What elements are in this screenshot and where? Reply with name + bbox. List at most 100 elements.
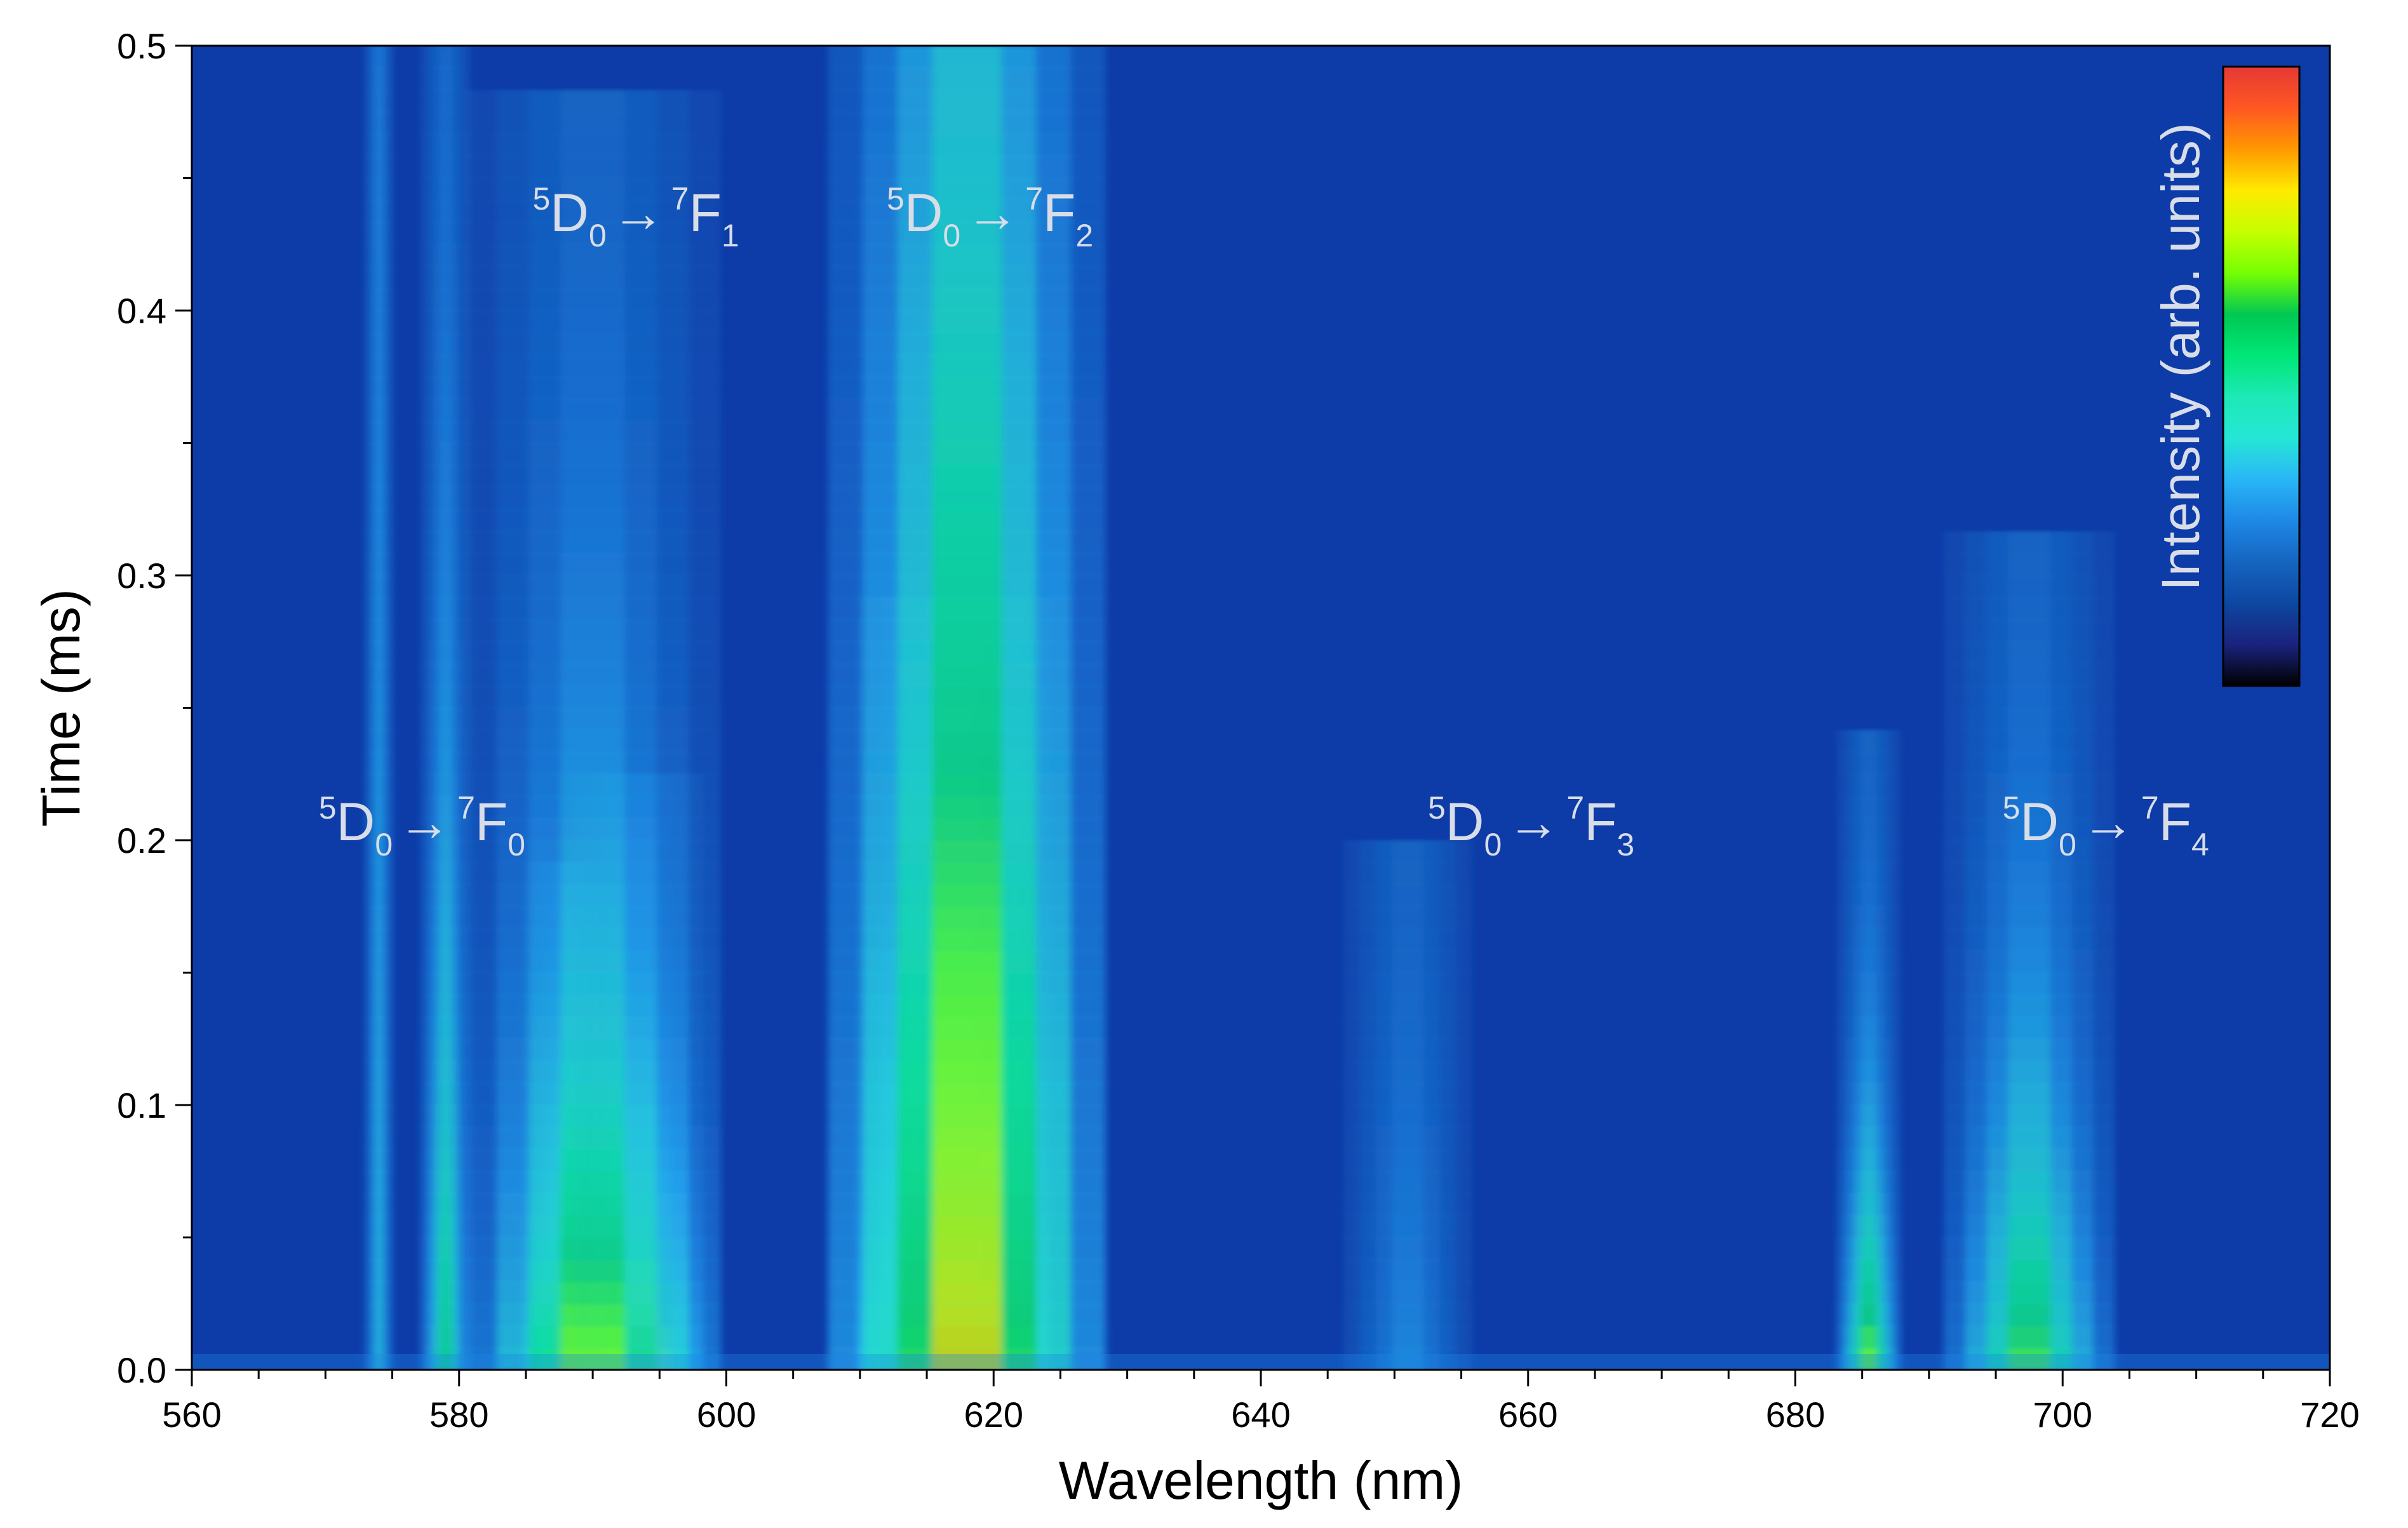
heat-cell	[560, 1038, 625, 1062]
heat-cell	[560, 1127, 625, 1150]
heat-cell	[1860, 1171, 1877, 1194]
label-superscript-1: 5	[1428, 790, 1446, 826]
heat-cell	[375, 112, 383, 135]
heat-cell	[375, 1038, 383, 1062]
heat-cell	[375, 244, 383, 267]
heat-cell	[439, 531, 452, 554]
heat-cell	[375, 67, 383, 91]
heat-cell	[375, 399, 383, 422]
heat-cell	[560, 1105, 625, 1128]
heat-cell	[560, 862, 625, 885]
label-arrow: →	[2082, 792, 2135, 852]
heat-cell	[2007, 707, 2051, 731]
heat-cell	[1392, 840, 1424, 863]
heat-cell	[375, 178, 383, 201]
heat-cell	[439, 1127, 452, 1150]
heat-cell	[1860, 796, 1877, 819]
heat-cell	[1860, 906, 1877, 929]
x-tick-label: 720	[2300, 1395, 2359, 1435]
heat-cell	[932, 1325, 1002, 1349]
heat-cell	[375, 134, 383, 157]
heat-cell	[2007, 575, 2051, 598]
heat-cell	[932, 134, 1002, 157]
heat-cell	[560, 266, 625, 290]
heat-cell	[1860, 1237, 1877, 1261]
heat-cell	[439, 311, 452, 333]
heat-cell	[2007, 928, 2051, 951]
heat-cell	[2007, 1259, 2051, 1282]
heat-cell	[2007, 1127, 2051, 1150]
label-subscript-2: 4	[2191, 827, 2209, 862]
heat-cell	[932, 1193, 1002, 1216]
heat-cell	[439, 1325, 452, 1349]
heat-cell	[560, 1325, 625, 1349]
label-base-2: F	[2159, 792, 2191, 852]
heat-cell	[375, 840, 383, 863]
heat-cell	[2007, 1038, 2051, 1062]
heat-cell	[439, 1105, 452, 1128]
heat-cell	[375, 928, 383, 951]
heat-cell	[1392, 972, 1424, 996]
heat-cell	[2007, 664, 2051, 687]
heat-cell	[375, 90, 383, 113]
heat-cell	[1860, 818, 1877, 841]
heat-cell	[375, 1259, 383, 1282]
heat-cell	[375, 1105, 383, 1128]
heat-cell	[560, 553, 625, 576]
heat-cell	[560, 222, 625, 245]
heat-cell	[560, 774, 625, 797]
heat-cell	[439, 840, 452, 863]
heat-cell	[375, 288, 383, 311]
heat-cell	[932, 641, 1002, 664]
heat-cell	[439, 399, 452, 422]
heat-cell	[560, 906, 625, 929]
heat-cell	[2007, 641, 2051, 664]
heat-cell	[2007, 685, 2051, 709]
heat-cell	[1860, 1282, 1877, 1304]
heat-cell	[2007, 1193, 2051, 1216]
heat-cell	[375, 311, 383, 333]
heat-cell	[932, 1149, 1002, 1172]
heat-cell	[1860, 862, 1877, 885]
heat-cell	[1392, 1237, 1424, 1261]
heat-cell	[375, 266, 383, 290]
heat-cell	[439, 796, 452, 819]
heat-cell	[1860, 972, 1877, 996]
heat-cell	[560, 443, 625, 466]
heat-cell	[1860, 774, 1877, 797]
heat-cell	[560, 509, 625, 532]
heat-cell	[439, 664, 452, 687]
label-subscript-2: 3	[1617, 827, 1634, 862]
heat-cell	[1860, 1105, 1877, 1128]
heat-cell	[1392, 1282, 1424, 1304]
heat-cell	[439, 112, 452, 135]
heat-cell	[1392, 1127, 1424, 1150]
heat-cell	[2007, 796, 2051, 819]
y-axis: 0.0 0.1 0.2 0.3 0.4 0.5	[117, 26, 192, 1390]
heat-cell	[1860, 1259, 1877, 1282]
heat-cell	[439, 332, 452, 356]
heat-cell	[932, 200, 1002, 223]
heat-cell	[560, 311, 625, 333]
y-tick-label: 0.1	[117, 1085, 166, 1125]
label-superscript-1: 5	[319, 790, 337, 826]
heat-cell	[560, 1259, 625, 1282]
heat-cell	[375, 1348, 383, 1370]
y-axis-title: Time (ms)	[31, 589, 91, 827]
heat-cell	[560, 487, 625, 510]
label-base-1: D	[2020, 792, 2059, 852]
heat-cell	[932, 619, 1002, 643]
heat-cell	[1392, 1061, 1424, 1084]
label-subscript-2: 1	[722, 218, 739, 253]
heat-cell	[932, 377, 1002, 399]
heat-cell	[439, 487, 452, 510]
heat-cell	[560, 928, 625, 951]
heat-cell	[375, 1303, 383, 1327]
heat-cell	[439, 90, 452, 113]
heat-cell	[560, 1149, 625, 1172]
heat-cell	[439, 465, 452, 488]
heat-cell	[2007, 1105, 2051, 1128]
heat-cell	[1392, 906, 1424, 929]
x-tick-label: 580	[429, 1395, 488, 1435]
x-axis-title: Wavelength (nm)	[1059, 1451, 1463, 1510]
